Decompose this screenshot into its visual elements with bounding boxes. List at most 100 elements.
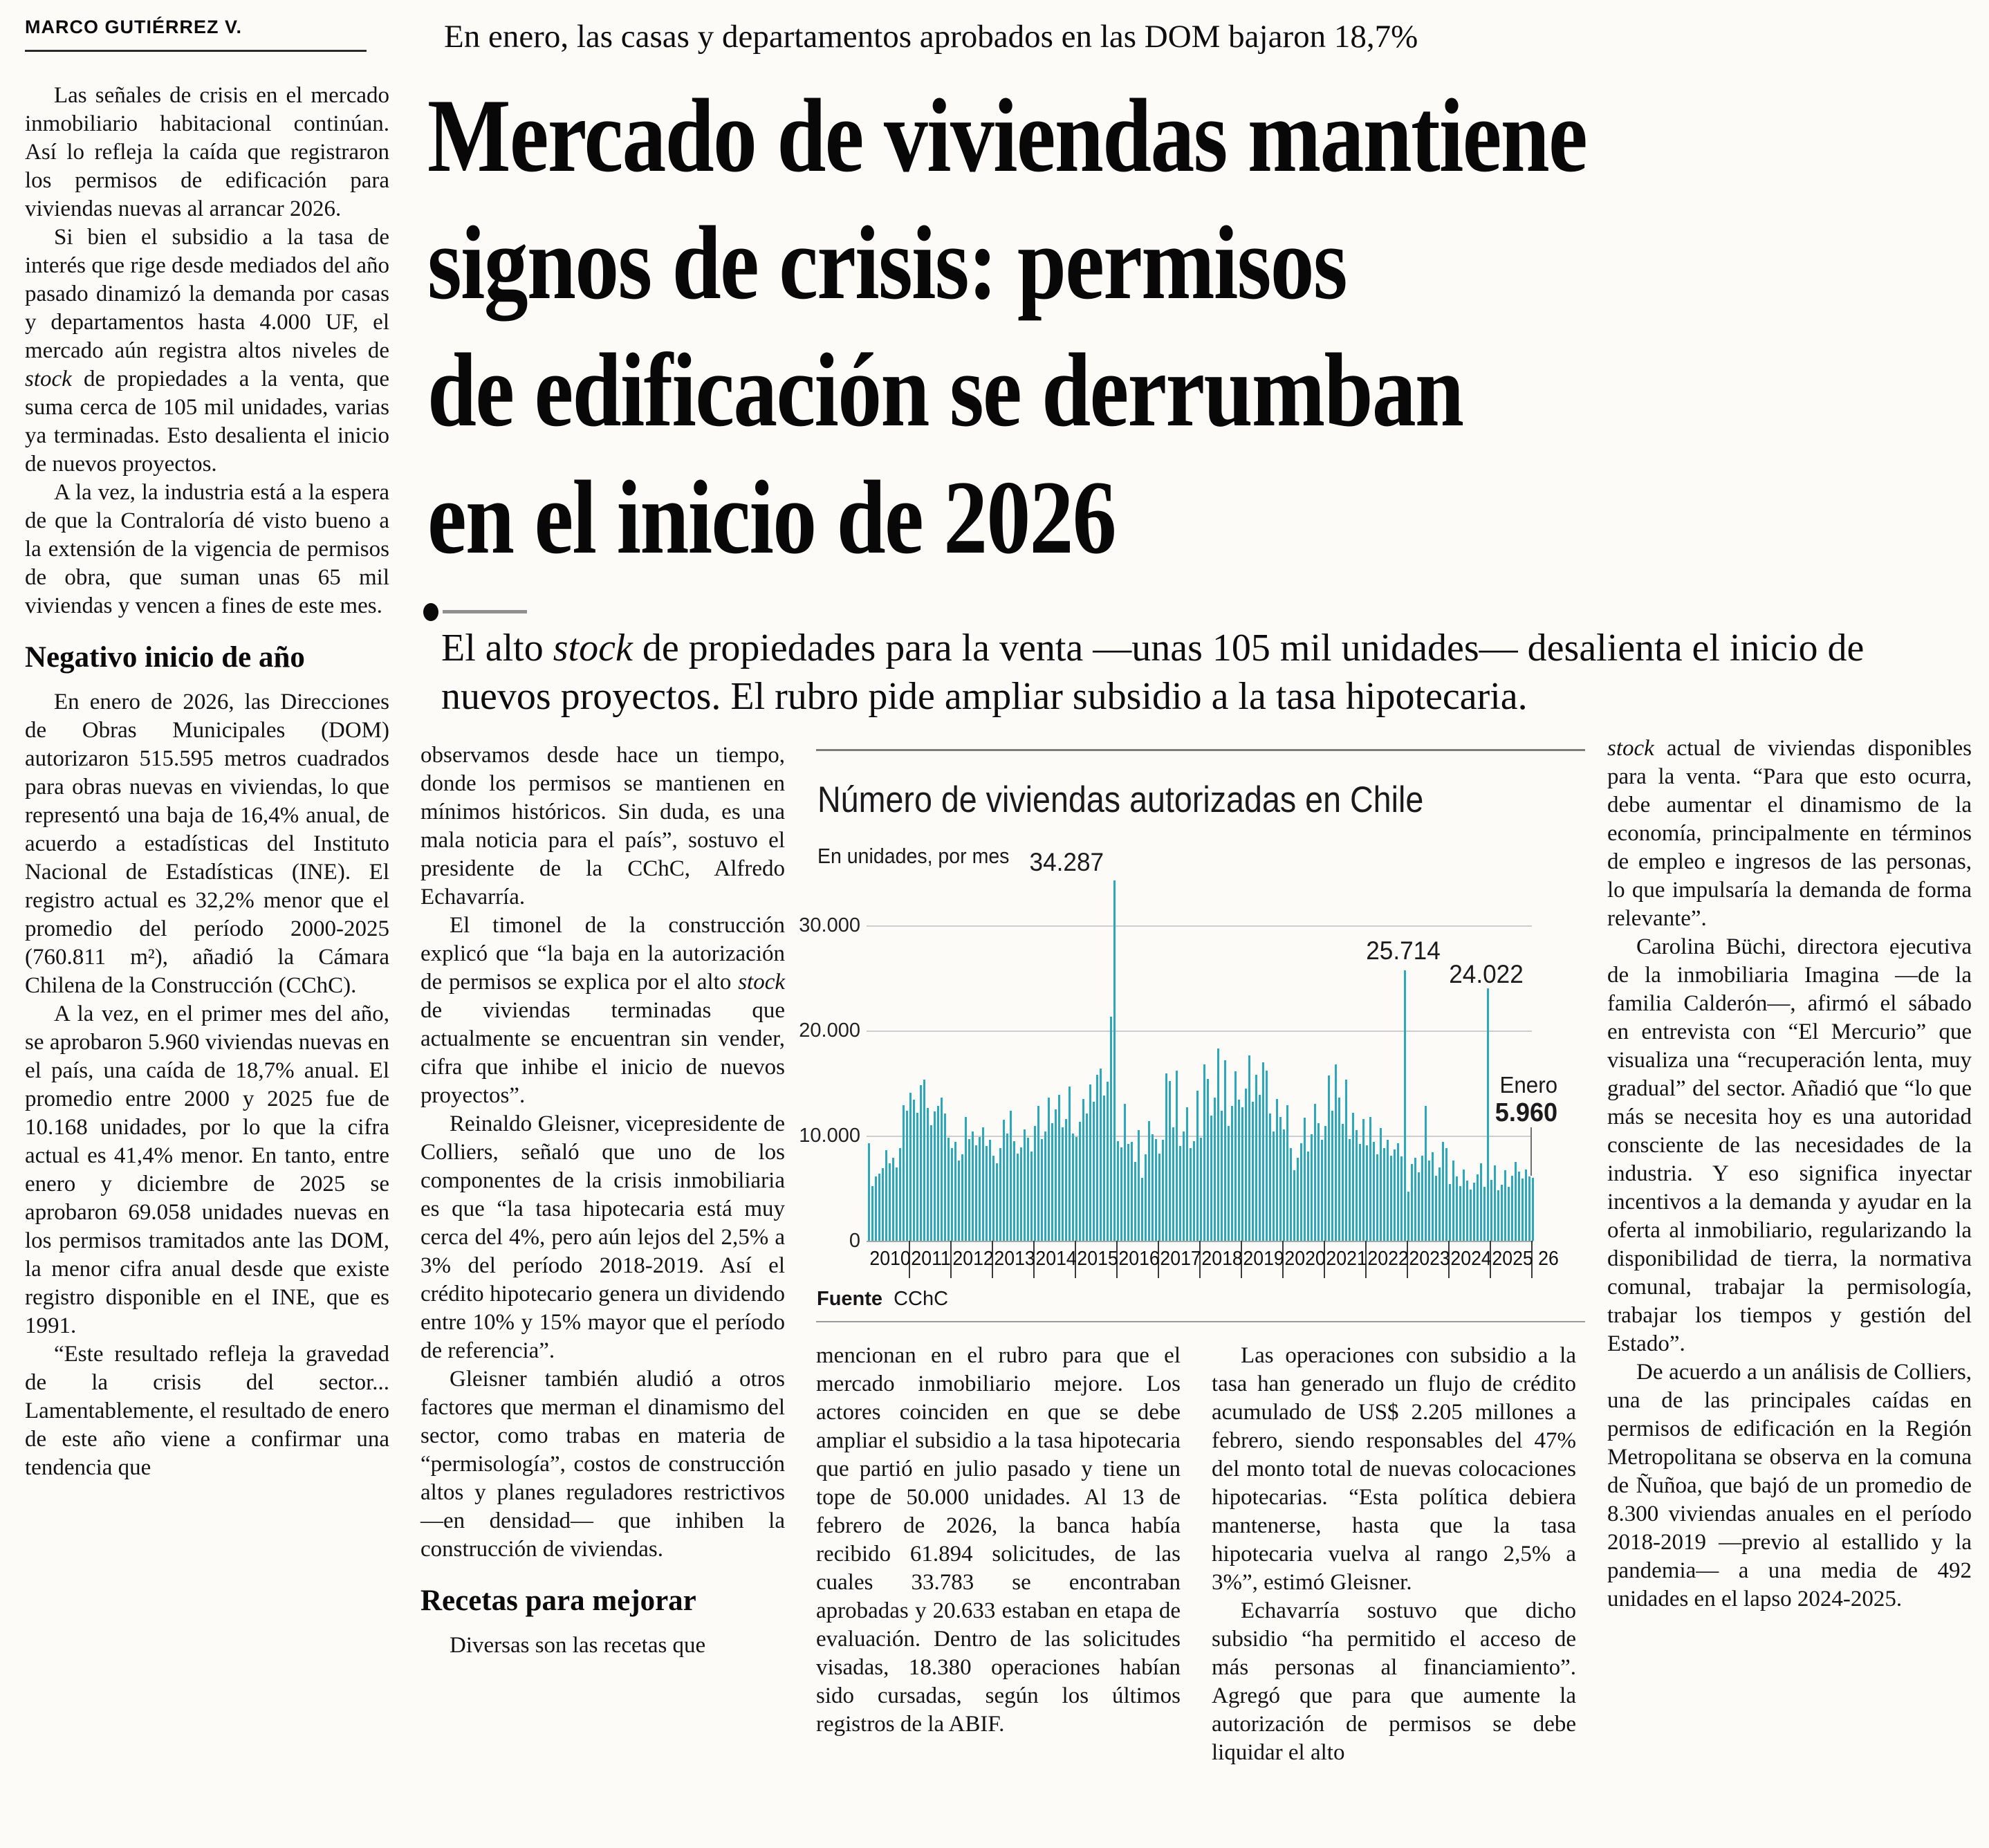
bar — [1145, 1154, 1147, 1241]
bar — [882, 1168, 885, 1241]
bar — [1432, 1152, 1434, 1241]
year-tick — [909, 1241, 910, 1278]
bar — [1314, 1104, 1317, 1241]
source-label: Fuente — [817, 1288, 883, 1310]
bar — [1193, 1141, 1196, 1241]
bar — [1055, 1109, 1057, 1241]
bar — [896, 1167, 898, 1241]
paragraph: mencionan en el rubro para que el mercad… — [816, 1343, 1181, 1737]
paragraph: Si bien el subsidio a la tasa de interés… — [25, 225, 389, 477]
subhead: El alto stock de propiedades para la ven… — [441, 624, 1942, 721]
bar — [1286, 1105, 1289, 1241]
year-tick — [1324, 1241, 1325, 1278]
bar — [1480, 1163, 1483, 1241]
bar — [885, 1150, 888, 1241]
bar — [1134, 1162, 1137, 1241]
bar — [1203, 1064, 1206, 1241]
bar — [1037, 1106, 1040, 1241]
bar — [1487, 988, 1490, 1241]
bar — [1411, 1164, 1414, 1241]
bar — [1003, 1120, 1006, 1241]
bar — [1151, 1134, 1154, 1241]
year-label: 2020 — [1284, 1248, 1326, 1270]
bar — [979, 1137, 981, 1241]
bar — [1010, 1111, 1012, 1241]
bar — [1279, 1117, 1282, 1241]
subhead-pre: El alto — [441, 627, 553, 669]
bar — [1428, 1161, 1431, 1241]
bar — [1158, 1154, 1161, 1241]
bar — [1169, 1081, 1172, 1241]
subhead-italic: stock — [553, 627, 633, 669]
bar — [1497, 1190, 1500, 1241]
bar — [1006, 1134, 1009, 1241]
paragraph: A la vez, la industria está a la espera … — [25, 480, 389, 618]
bar — [1525, 1170, 1528, 1241]
bar — [996, 1163, 999, 1241]
annotation-pointer-line — [1530, 1127, 1532, 1176]
bar — [1521, 1179, 1524, 1241]
bar — [1100, 1069, 1102, 1241]
bar — [1200, 1138, 1203, 1241]
column-4: Las operaciones con subsidio a la tasa h… — [1212, 1342, 1576, 1840]
bar — [1473, 1183, 1476, 1241]
year-tick — [1199, 1241, 1201, 1278]
headline-line: signos de crisis: permisos — [427, 205, 1348, 321]
year-tick — [1158, 1241, 1159, 1278]
paragraph: A la vez, en el primer mes del año, se a… — [25, 1001, 389, 1338]
bar — [989, 1140, 992, 1241]
bar — [1020, 1147, 1023, 1241]
bar — [1380, 1128, 1382, 1241]
bar — [1096, 1075, 1099, 1241]
chart-title: Número de viviendas autorizadas en Chile — [817, 779, 1424, 820]
bar — [1352, 1113, 1355, 1241]
bar — [1438, 1167, 1441, 1241]
byline-underline — [25, 50, 367, 52]
year-label: 2010 — [869, 1248, 911, 1270]
year-label: 2017 — [1160, 1248, 1201, 1270]
bar — [1532, 1178, 1535, 1241]
bar — [1079, 1122, 1082, 1241]
paragraph: Diversas son las recetas que — [450, 1633, 706, 1658]
bar — [947, 1138, 950, 1241]
bar — [1058, 1095, 1061, 1241]
kicker: En enero, las casas y departamentos apro… — [444, 19, 1418, 55]
bar — [1345, 1080, 1348, 1241]
bar — [1452, 1161, 1455, 1241]
bar — [1321, 1140, 1324, 1241]
bar — [1183, 1131, 1185, 1241]
bar — [1404, 970, 1407, 1241]
paragraph: Reinaldo Gleisner, vicepresidente de Col… — [420, 1111, 785, 1363]
bar — [1075, 1137, 1078, 1241]
bullet-rule — [443, 610, 527, 613]
bar — [913, 1100, 916, 1241]
bar — [1328, 1075, 1331, 1241]
bar — [1459, 1186, 1462, 1241]
bar — [1262, 1062, 1265, 1241]
bar — [1508, 1187, 1510, 1241]
bar — [1342, 1124, 1344, 1241]
bar — [1359, 1144, 1362, 1241]
bar — [1127, 1144, 1130, 1241]
bar — [930, 1125, 933, 1241]
year-tick — [1448, 1241, 1450, 1278]
year-label: 2018 — [1201, 1248, 1243, 1270]
column-3: mencionan en el rubro para que el mercad… — [816, 1342, 1181, 1840]
bar — [1331, 1111, 1334, 1241]
bar — [1165, 1073, 1168, 1241]
bar — [1027, 1138, 1030, 1241]
bar — [1311, 1134, 1313, 1241]
bar — [1041, 1139, 1044, 1241]
year-tick — [1365, 1241, 1367, 1278]
bar — [1248, 1055, 1251, 1241]
annotation-last-value: 5.960 — [1495, 1098, 1558, 1127]
year-tick — [1033, 1241, 1035, 1278]
chart-subtitle: En unidades, por mes — [817, 844, 1010, 868]
bar — [1442, 1142, 1445, 1241]
bar — [1138, 1130, 1140, 1241]
bar — [1317, 1123, 1320, 1241]
bar — [975, 1145, 978, 1241]
paragraph: Echavarría sostuvo que dicho subsidio “h… — [1212, 1598, 1576, 1765]
chart-bottom-rule — [816, 1321, 1585, 1322]
